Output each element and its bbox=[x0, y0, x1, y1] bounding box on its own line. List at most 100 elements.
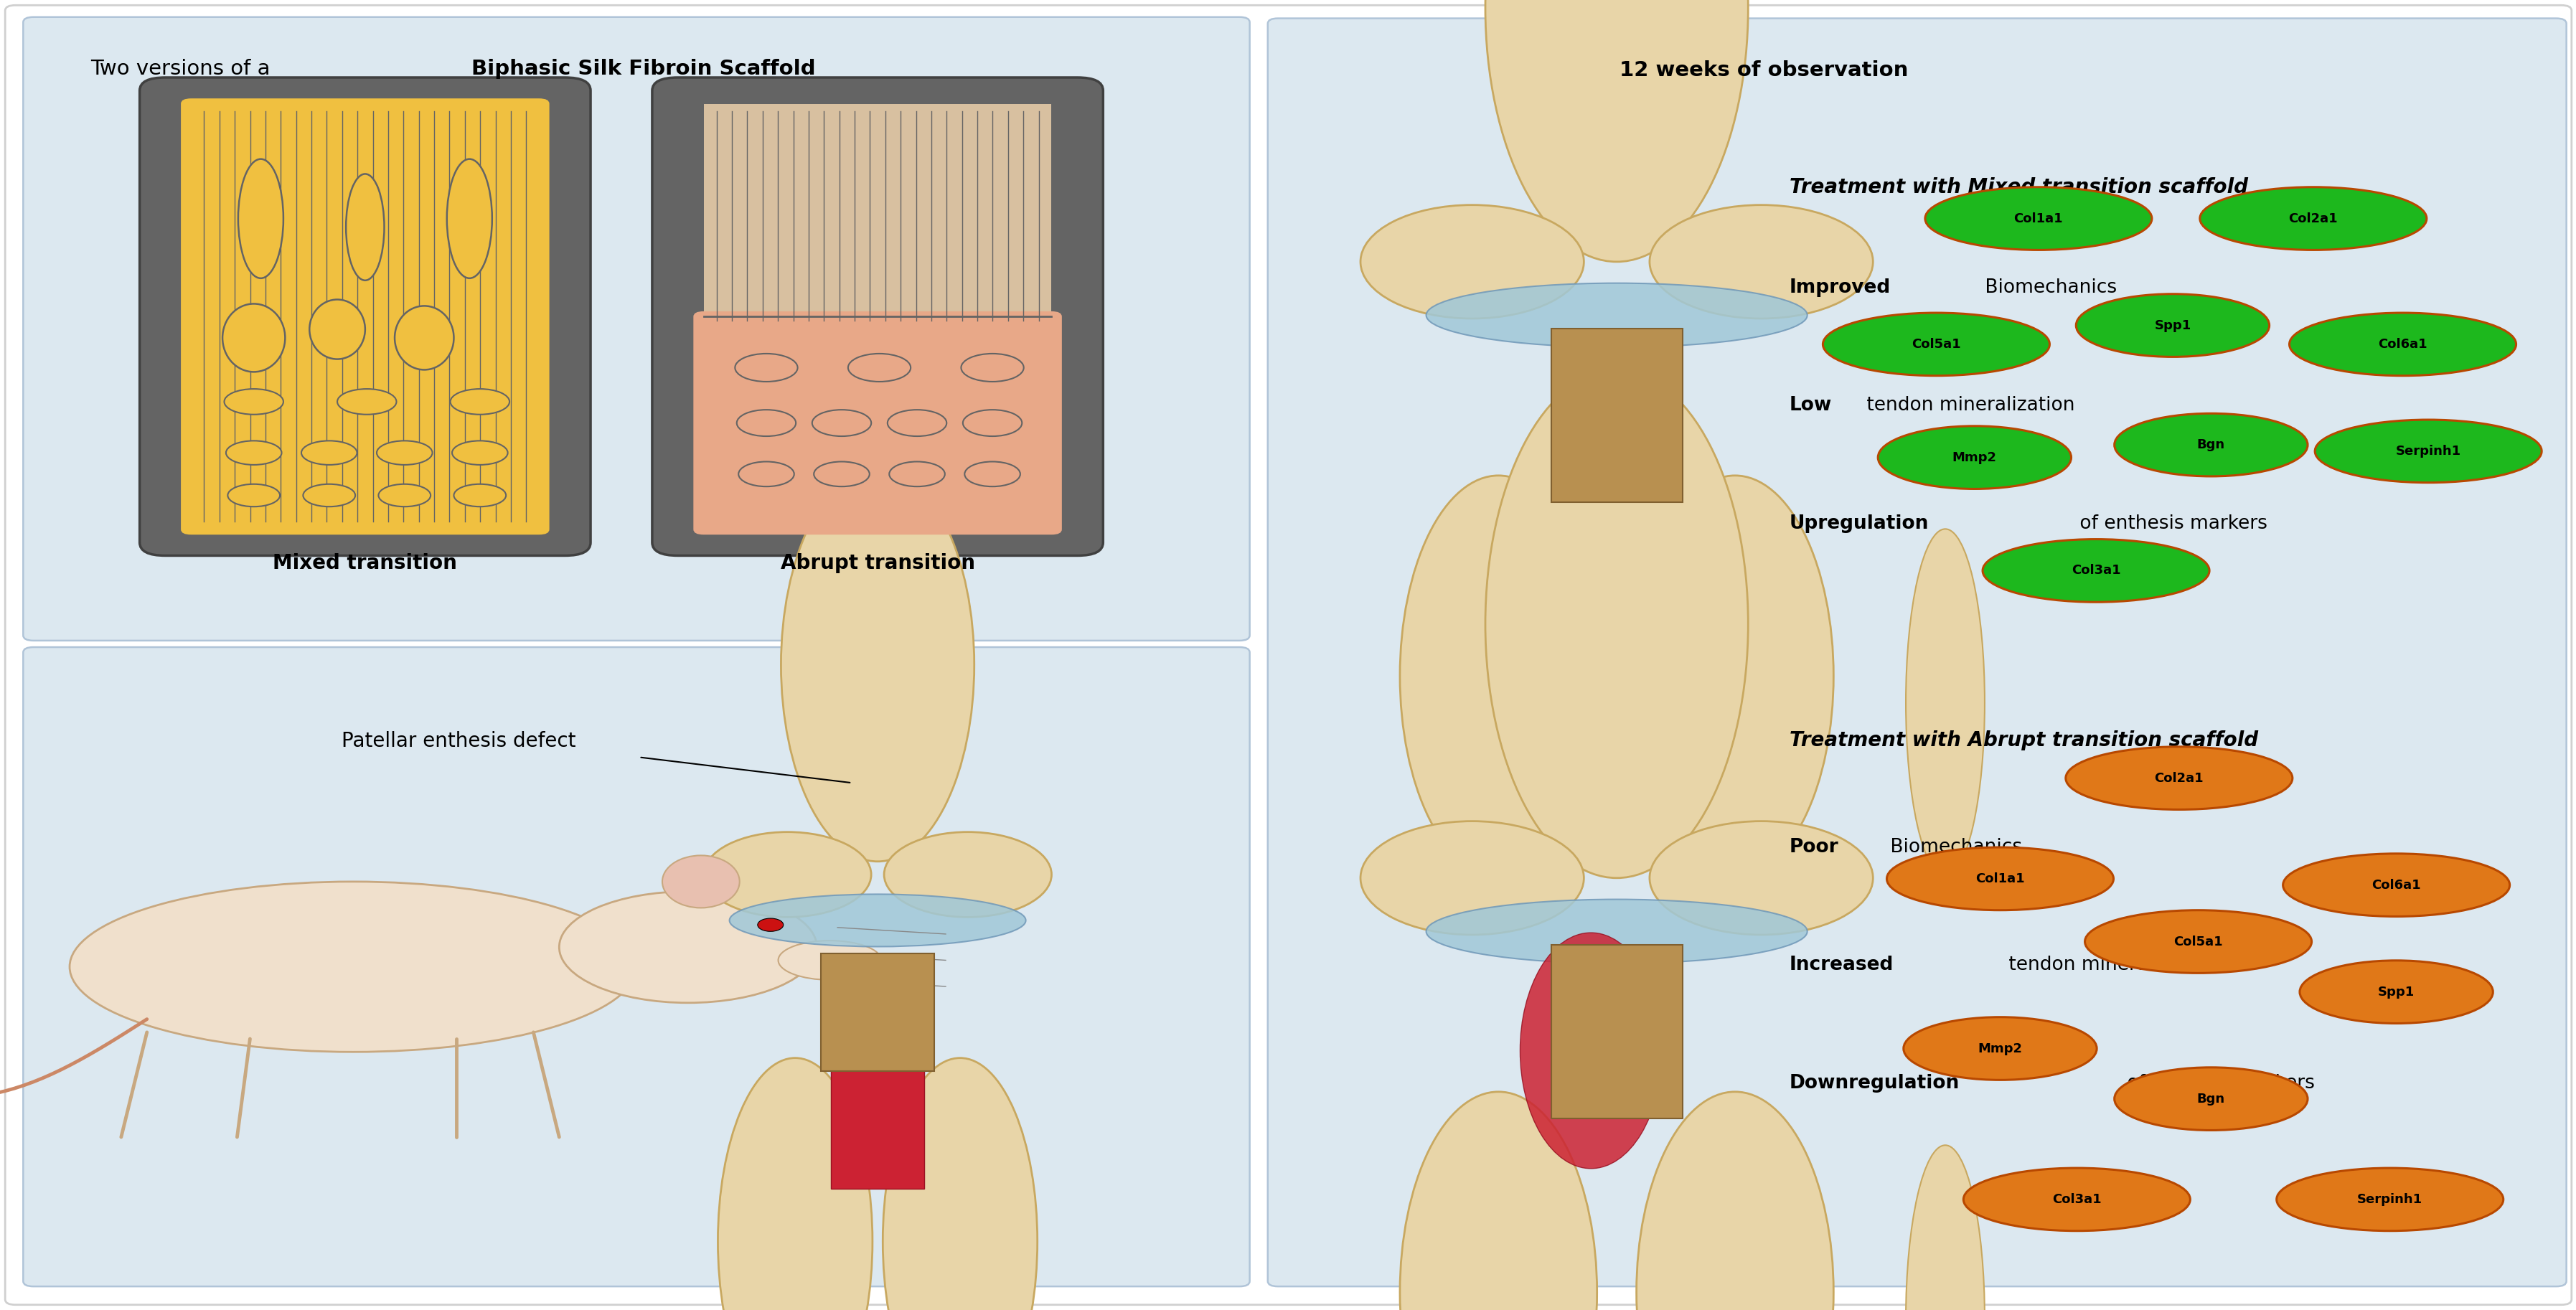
Ellipse shape bbox=[703, 832, 871, 917]
FancyBboxPatch shape bbox=[703, 103, 1051, 325]
Text: Mmp2: Mmp2 bbox=[1953, 451, 1996, 464]
Ellipse shape bbox=[1484, 371, 1747, 878]
FancyBboxPatch shape bbox=[5, 5, 2571, 1305]
Ellipse shape bbox=[963, 461, 1020, 486]
Ellipse shape bbox=[2076, 293, 2269, 356]
Text: of enthesis markers: of enthesis markers bbox=[2120, 1074, 2313, 1093]
Text: Bgn: Bgn bbox=[2197, 1093, 2226, 1106]
Ellipse shape bbox=[1981, 540, 2208, 603]
FancyBboxPatch shape bbox=[23, 647, 1249, 1286]
Ellipse shape bbox=[309, 300, 366, 359]
Ellipse shape bbox=[719, 1058, 873, 1310]
Ellipse shape bbox=[1924, 187, 2151, 250]
Text: Col6a1: Col6a1 bbox=[2370, 879, 2421, 892]
Ellipse shape bbox=[451, 389, 510, 414]
Ellipse shape bbox=[345, 174, 384, 280]
Ellipse shape bbox=[1425, 900, 1806, 963]
Ellipse shape bbox=[848, 354, 909, 381]
Text: Increased: Increased bbox=[1788, 956, 1893, 975]
Text: Col6a1: Col6a1 bbox=[2378, 338, 2427, 351]
Ellipse shape bbox=[2282, 854, 2509, 917]
FancyBboxPatch shape bbox=[1267, 18, 2566, 1286]
Ellipse shape bbox=[451, 440, 507, 465]
Ellipse shape bbox=[1360, 821, 1584, 935]
Text: Spp1: Spp1 bbox=[2378, 985, 2414, 998]
Text: Mixed transition: Mixed transition bbox=[273, 553, 456, 574]
FancyBboxPatch shape bbox=[693, 312, 1061, 534]
Text: Two versions of a: Two versions of a bbox=[90, 59, 276, 79]
Ellipse shape bbox=[1906, 1145, 1984, 1310]
Ellipse shape bbox=[1425, 283, 1806, 347]
Ellipse shape bbox=[1904, 1017, 2097, 1079]
Text: 12 weeks of observation: 12 weeks of observation bbox=[1618, 60, 1909, 80]
Text: Serpinh1: Serpinh1 bbox=[2357, 1193, 2421, 1207]
Text: Biomechanics: Biomechanics bbox=[1978, 278, 2117, 297]
Ellipse shape bbox=[757, 918, 783, 931]
FancyBboxPatch shape bbox=[822, 954, 935, 1072]
Ellipse shape bbox=[227, 440, 281, 465]
Text: Serpinh1: Serpinh1 bbox=[2396, 444, 2460, 457]
Ellipse shape bbox=[379, 485, 430, 507]
FancyBboxPatch shape bbox=[139, 77, 590, 555]
FancyBboxPatch shape bbox=[652, 77, 1103, 555]
Ellipse shape bbox=[884, 832, 1051, 917]
Text: Treatment with Abrupt transition scaffold: Treatment with Abrupt transition scaffol… bbox=[1788, 731, 2257, 751]
FancyBboxPatch shape bbox=[1551, 329, 1682, 502]
Ellipse shape bbox=[1906, 529, 1984, 876]
Text: Col1a1: Col1a1 bbox=[2014, 212, 2063, 225]
Ellipse shape bbox=[734, 354, 799, 381]
Ellipse shape bbox=[1886, 848, 2112, 910]
Ellipse shape bbox=[811, 410, 871, 436]
Ellipse shape bbox=[1963, 1169, 2190, 1231]
Text: Improved: Improved bbox=[1788, 278, 1891, 297]
Ellipse shape bbox=[1636, 1091, 1834, 1310]
Ellipse shape bbox=[1520, 933, 1662, 1169]
Text: Col5a1: Col5a1 bbox=[2174, 935, 2223, 948]
Ellipse shape bbox=[227, 485, 281, 507]
Ellipse shape bbox=[1821, 313, 2048, 376]
Text: Abrupt transition: Abrupt transition bbox=[781, 553, 974, 574]
Text: Upregulation: Upregulation bbox=[1788, 514, 1929, 533]
Text: Col3a1: Col3a1 bbox=[2071, 565, 2120, 578]
Ellipse shape bbox=[304, 485, 355, 507]
Ellipse shape bbox=[2313, 419, 2540, 482]
Text: Bgn: Bgn bbox=[2197, 439, 2226, 452]
Ellipse shape bbox=[814, 461, 868, 486]
FancyBboxPatch shape bbox=[1551, 945, 1682, 1119]
Ellipse shape bbox=[778, 941, 881, 980]
Text: Col1a1: Col1a1 bbox=[1976, 872, 2025, 886]
Text: Col2a1: Col2a1 bbox=[2287, 212, 2336, 225]
Ellipse shape bbox=[1399, 476, 1597, 876]
Ellipse shape bbox=[1399, 1091, 1597, 1310]
Text: Treatment with Mixed transition scaffold: Treatment with Mixed transition scaffold bbox=[1788, 177, 2246, 196]
FancyBboxPatch shape bbox=[180, 98, 549, 534]
Ellipse shape bbox=[662, 855, 739, 908]
Ellipse shape bbox=[739, 461, 793, 486]
Ellipse shape bbox=[737, 410, 796, 436]
Text: Col5a1: Col5a1 bbox=[1911, 338, 1960, 351]
Text: Biomechanics: Biomechanics bbox=[1883, 838, 2022, 857]
Ellipse shape bbox=[2200, 187, 2427, 250]
Ellipse shape bbox=[453, 485, 505, 507]
Ellipse shape bbox=[237, 159, 283, 278]
Ellipse shape bbox=[70, 882, 636, 1052]
Text: Col2a1: Col2a1 bbox=[2154, 772, 2202, 785]
Ellipse shape bbox=[961, 354, 1023, 381]
Ellipse shape bbox=[337, 389, 397, 414]
Text: Downregulation: Downregulation bbox=[1788, 1074, 1958, 1093]
Ellipse shape bbox=[2066, 747, 2293, 810]
Ellipse shape bbox=[963, 410, 1023, 436]
Ellipse shape bbox=[446, 159, 492, 278]
Ellipse shape bbox=[224, 389, 283, 414]
FancyBboxPatch shape bbox=[832, 954, 925, 1189]
FancyBboxPatch shape bbox=[23, 17, 1249, 641]
Ellipse shape bbox=[1636, 476, 1834, 876]
Ellipse shape bbox=[2115, 414, 2308, 477]
Text: tendon mineralization: tendon mineralization bbox=[2002, 956, 2215, 975]
Ellipse shape bbox=[2115, 1068, 2308, 1131]
Text: Poor: Poor bbox=[1788, 838, 1839, 857]
Ellipse shape bbox=[781, 469, 974, 862]
Ellipse shape bbox=[1360, 204, 1584, 318]
Ellipse shape bbox=[394, 307, 453, 369]
Text: Col3a1: Col3a1 bbox=[2050, 1193, 2102, 1207]
